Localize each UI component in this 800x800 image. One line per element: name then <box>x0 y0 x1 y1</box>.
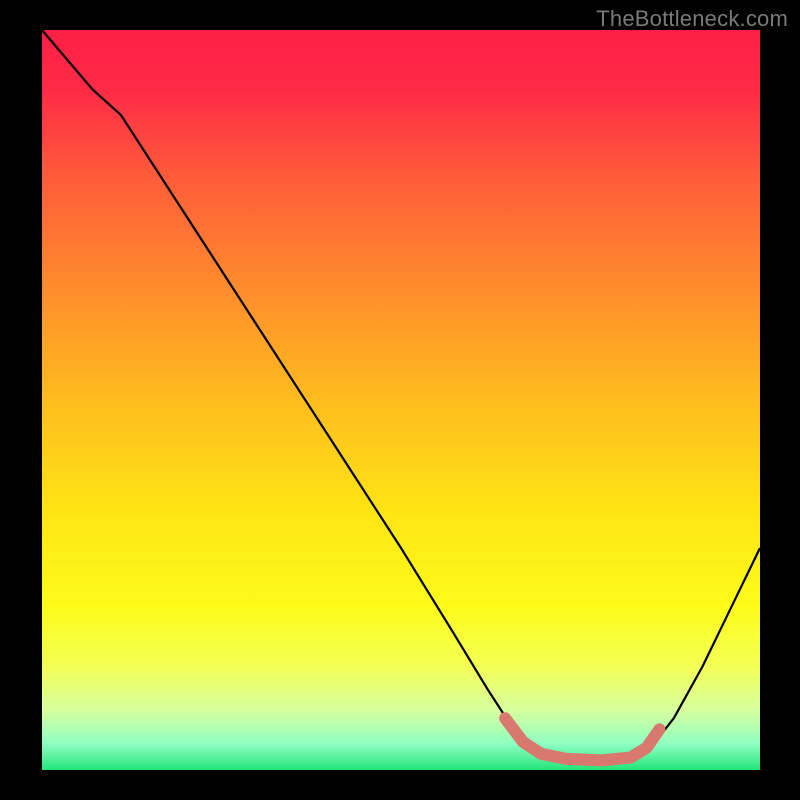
bottleneck-curve-chart <box>0 0 800 800</box>
axis-frame-right <box>760 0 800 800</box>
axis-frame-bottom <box>0 770 800 800</box>
chart-root: TheBottleneck.com <box>0 0 800 800</box>
plot-background <box>42 30 760 770</box>
axis-frame-left <box>0 0 42 800</box>
watermark-label: TheBottleneck.com <box>596 6 788 32</box>
